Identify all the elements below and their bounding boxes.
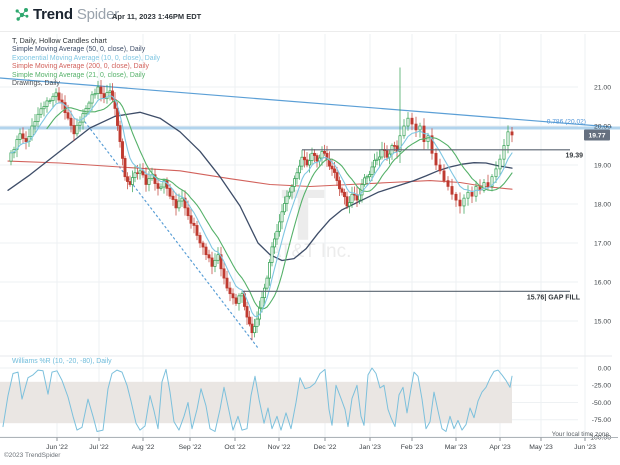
month-tick-label: Aug '22 (132, 444, 155, 451)
price-tick-label: 16.00 (594, 279, 611, 286)
williams-r-label[interactable]: Williams %R (10, -20, -80), Daily (12, 358, 112, 365)
month-tick-label: Jan '23 (359, 444, 381, 451)
month-tick-label: Dec '22 (314, 444, 337, 451)
month-tick-label: Nov '22 (268, 444, 291, 451)
price-tick-label: 20.00 (594, 123, 611, 130)
trendline-descending-resistance (0, 77, 613, 128)
month-tick-label: Jun '23 (574, 444, 596, 451)
price-tick-label: 17.00 (594, 240, 611, 247)
trendspider-logo-icon (15, 7, 29, 22)
month-tick-label: Jul '22 (89, 444, 109, 451)
logo-text-spider: Spider (76, 6, 120, 23)
price-tick-label: 19.00 (594, 162, 611, 169)
williams-tick-label: -25.00 (592, 383, 611, 390)
legend-item-0[interactable]: Simple Moving Average (50, 0, close), Da… (12, 46, 146, 53)
williams-tick-label: -50.00 (592, 400, 611, 407)
month-tick-label: Mar '23 (445, 444, 468, 451)
logo-text-trend: Trend (33, 6, 73, 23)
sma50-line (7, 111, 513, 262)
month-tick-label: Sep '22 (179, 444, 202, 451)
last-price-label: 19.77 (588, 133, 605, 140)
price-tick-label: 21.00 (594, 84, 611, 91)
williams-band (0, 381, 512, 424)
chart-title: T, Daily, Hollow Candles chart (12, 36, 107, 45)
williams-r-line (2, 367, 513, 432)
williams-tick-label: 0.00 (598, 365, 611, 372)
watermark-symbol: T (281, 176, 325, 256)
month-tick-label: Feb '23 (401, 444, 424, 451)
month-tick-label: May '23 (529, 444, 553, 451)
legend-item-3[interactable]: Simple Moving Average (21, 0, close), Da… (12, 71, 146, 79)
sma21-line (46, 99, 513, 310)
gap-fill-label: 15.76| GAP FILL (527, 294, 581, 301)
month-tick-label: Apr '23 (489, 444, 511, 451)
vertical-gridlines (56, 34, 586, 437)
level-19-39: 19.39 (302, 149, 583, 159)
level-19-39-label: 19.39 (565, 152, 583, 159)
month-tick-label: Jun '22 (46, 444, 68, 451)
sma200-line (7, 160, 513, 190)
legend-item-2[interactable]: Simple Moving Average (200, 0, close), D… (12, 63, 149, 71)
last-price-badge: 19.77 (584, 129, 610, 141)
copyright: ©2023 TrendSpider (4, 452, 61, 459)
chart-datetime: Apr 11, 2023 1:46PM EDT (112, 12, 202, 21)
month-tick-label: Oct '22 (224, 444, 246, 451)
candles (9, 67, 514, 341)
fib-level-label: 0.786 (20.02) (547, 119, 586, 126)
williams-axis-labels[interactable]: 0.00-25.00-50.00-75.00-100.00 (588, 365, 611, 441)
legend-item-1[interactable]: Exponential Moving Average (10, 0, close… (12, 54, 161, 62)
fib-annotation: 0.786 (20.02) (547, 119, 586, 126)
legend-item-4[interactable]: Drawings, Daily (12, 80, 60, 88)
header-divider (0, 31, 620, 32)
price-axis-labels[interactable]: 21.00 20.00 19.00 18.00 17.00 16.00 15.00 (594, 84, 611, 325)
trendspider-logo[interactable]: Trend Spider (15, 6, 119, 23)
level-gap-fill: 15.76| GAP FILL (243, 290, 581, 301)
price-gridlines (0, 86, 578, 322)
timezone-note: Your local time zone (551, 431, 609, 438)
price-tick-label: 18.00 (594, 201, 611, 208)
price-tick-label: 15.00 (594, 318, 611, 325)
williams-tick-label: -75.00 (592, 417, 611, 424)
x-axis[interactable]: Jun '22 Jul '22 Aug '22 Sep '22 Oct '22 Nov '… (0, 437, 618, 452)
trendline-downtrend-dotted (84, 121, 259, 349)
